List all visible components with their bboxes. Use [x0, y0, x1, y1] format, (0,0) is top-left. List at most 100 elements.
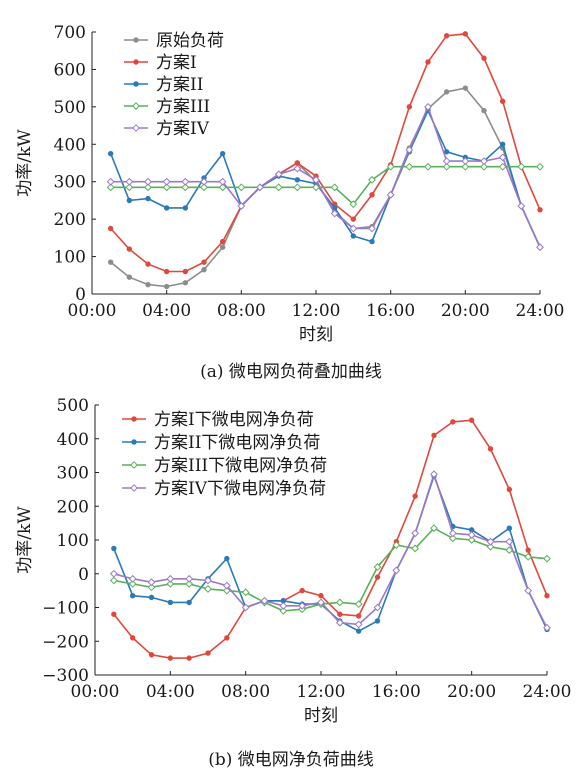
data-point [386, 190, 395, 199]
data-point [186, 599, 192, 606]
data-point [293, 183, 302, 192]
y-tick-label: 100 [57, 531, 89, 551]
data-point [368, 175, 376, 184]
data-point [219, 150, 226, 157]
data-point [442, 162, 451, 171]
y-tick-label: 300 [57, 464, 89, 484]
data-point [392, 566, 401, 575]
x-tick-label: 20:00 [441, 301, 490, 321]
chart-a: 0 100 200 300 400 500 600 700 00:00 04:00 08:00 12:… [15, 23, 565, 345]
data-point [374, 574, 381, 580]
data-point [109, 576, 118, 585]
data-point [349, 200, 358, 209]
data-point [354, 600, 363, 609]
data-point [354, 620, 363, 629]
data-point [467, 536, 476, 544]
data-point [145, 195, 151, 202]
data-point [312, 183, 320, 192]
data-point [411, 529, 420, 538]
data-point [107, 225, 114, 232]
data-point [224, 555, 230, 562]
data-point [218, 177, 227, 186]
data-point [107, 259, 114, 265]
data-point [425, 59, 431, 65]
chart-b: −300 −200 −100 0 100 200 300 400 500 00:00 04:00 08… [15, 396, 572, 726]
series-line [113, 419, 548, 659]
data-point [182, 268, 189, 275]
data-point [373, 603, 382, 612]
data-point [543, 623, 551, 632]
legend-marker [133, 59, 139, 65]
data-point [524, 586, 533, 595]
x-tick-label: 20:00 [447, 682, 496, 702]
data-point [499, 141, 506, 147]
data-point [355, 613, 362, 619]
data-point [337, 611, 343, 617]
data-point [486, 542, 495, 551]
data-point [412, 493, 418, 499]
data-point [411, 544, 420, 553]
data-point [536, 243, 544, 252]
data-point [260, 596, 269, 605]
data-point [182, 280, 189, 286]
data-point [525, 547, 531, 553]
data-point [517, 202, 526, 210]
data-point [126, 274, 133, 280]
data-point [167, 655, 174, 661]
data-point [181, 183, 190, 192]
y-tick-label: 400 [54, 135, 86, 155]
data-point [350, 233, 357, 239]
data-point [148, 594, 155, 601]
data-point [312, 175, 320, 184]
y-axis-title: 功率/kW [15, 129, 35, 197]
series-4 [106, 162, 544, 209]
data-point [335, 598, 344, 607]
data-point [128, 574, 137, 583]
data-point [167, 599, 174, 606]
y-tick-label: −200 [42, 632, 89, 652]
data-point [241, 588, 250, 597]
data-point [147, 583, 156, 592]
data-point [467, 531, 476, 539]
data-point [349, 224, 358, 233]
x-tick-label: 24:00 [523, 682, 572, 702]
data-point [125, 183, 134, 192]
data-point [126, 246, 133, 252]
data-point [294, 160, 301, 166]
x-tick-label: 00:00 [68, 301, 117, 321]
data-point [350, 216, 357, 222]
data-point [237, 202, 246, 210]
x-axis-title: 时刻 [299, 325, 333, 345]
data-point [450, 419, 456, 425]
x-axis-title: 时刻 [304, 706, 338, 726]
series-5 [106, 102, 544, 252]
series-line [113, 473, 548, 633]
x-tick-label: 04:00 [146, 682, 195, 702]
data-point [111, 545, 117, 552]
data-point [126, 197, 133, 204]
data-point [517, 162, 526, 171]
data-point [405, 145, 414, 154]
data-point [480, 162, 488, 171]
x-tick-label: 04:00 [142, 301, 191, 321]
data-point [294, 177, 301, 183]
x-tick-label: 24:00 [516, 301, 565, 321]
data-point [222, 586, 231, 595]
data-point [430, 524, 438, 533]
legend-marker [130, 461, 138, 469]
data-point [200, 183, 208, 192]
data-point [481, 55, 487, 61]
data-point [318, 592, 324, 599]
data-point [487, 446, 494, 452]
data-point [443, 89, 450, 95]
data-point [185, 579, 194, 588]
data-point [405, 162, 414, 171]
data-point [373, 563, 382, 571]
data-point [279, 606, 288, 615]
data-point [200, 177, 208, 186]
legend-marker [130, 484, 138, 492]
data-point [148, 652, 155, 658]
data-point [186, 655, 192, 661]
data-point [443, 149, 450, 155]
legend-label: 方案IV [156, 119, 210, 139]
